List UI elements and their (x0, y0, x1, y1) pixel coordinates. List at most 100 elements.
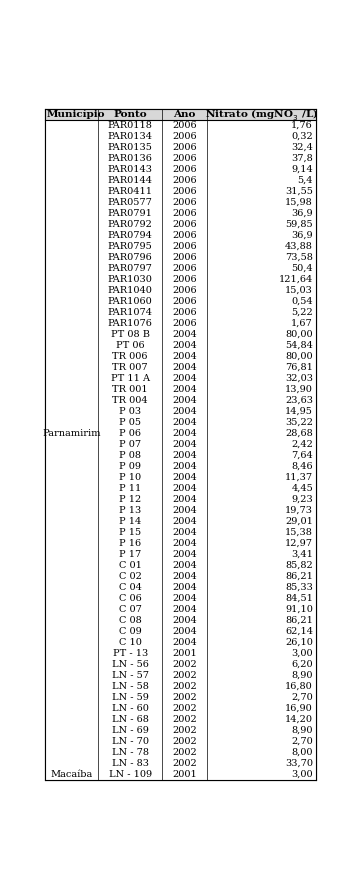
Text: 2006: 2006 (172, 143, 197, 152)
Bar (46, 439, 316, 450)
Text: 2001: 2001 (172, 770, 197, 779)
Text: 2004: 2004 (172, 473, 197, 482)
Text: 2006: 2006 (172, 121, 197, 130)
Bar (46, 604, 316, 615)
Text: 2006: 2006 (172, 187, 197, 196)
Text: 2006: 2006 (172, 242, 197, 251)
Text: 50,4: 50,4 (292, 264, 313, 273)
Text: 2002: 2002 (172, 682, 197, 691)
Bar (46, 263, 316, 274)
Text: LN - 57: LN - 57 (112, 671, 149, 680)
Text: PAR1040: PAR1040 (108, 286, 152, 295)
Text: 85,82: 85,82 (285, 561, 313, 570)
Bar (46, 681, 316, 692)
Text: 13,90: 13,90 (285, 385, 313, 394)
Text: 2006: 2006 (172, 253, 197, 262)
Text: Ano: Ano (173, 110, 196, 119)
Text: 2004: 2004 (172, 451, 197, 460)
Text: PT 11 A: PT 11 A (110, 374, 150, 383)
Text: 2004: 2004 (172, 495, 197, 504)
Bar (46, 406, 316, 417)
Bar (46, 626, 316, 637)
Text: LN - 60: LN - 60 (112, 704, 149, 713)
Text: 35,22: 35,22 (285, 418, 313, 427)
Text: 2004: 2004 (172, 506, 197, 515)
Text: Nitrato (mgNO$_3^-$/L): Nitrato (mgNO$_3^-$/L) (205, 107, 318, 122)
Bar (46, 142, 316, 153)
Text: 85,33: 85,33 (285, 583, 313, 592)
Text: 2006: 2006 (172, 297, 197, 306)
Text: 2004: 2004 (172, 539, 197, 548)
Text: 84,51: 84,51 (285, 594, 313, 603)
Bar (46, 472, 316, 483)
Text: 31,55: 31,55 (285, 187, 313, 196)
Bar (46, 153, 316, 164)
Bar (46, 758, 316, 769)
Text: 2006: 2006 (172, 132, 197, 141)
Text: 86,21: 86,21 (285, 616, 313, 625)
Text: LN - 59: LN - 59 (112, 693, 149, 702)
Bar (46, 582, 316, 593)
Bar (46, 505, 316, 516)
Text: C 07: C 07 (119, 605, 142, 614)
Text: 8,90: 8,90 (292, 726, 313, 735)
Text: 37,8: 37,8 (291, 154, 313, 163)
Text: 2004: 2004 (172, 396, 197, 405)
Text: P 17: P 17 (119, 550, 141, 559)
Text: 2004: 2004 (172, 517, 197, 526)
Text: 2004: 2004 (172, 572, 197, 581)
Text: 4,45: 4,45 (291, 484, 313, 493)
Text: P 14: P 14 (119, 517, 141, 526)
Bar (46, 230, 316, 241)
Text: PAR0794: PAR0794 (108, 231, 152, 240)
Text: 33,70: 33,70 (285, 759, 313, 768)
Text: LN - 83: LN - 83 (112, 759, 149, 768)
Text: 29,01: 29,01 (285, 517, 313, 526)
Text: 12,97: 12,97 (285, 539, 313, 548)
Text: C 09: C 09 (119, 627, 142, 636)
Text: PAR0795: PAR0795 (108, 242, 152, 251)
Text: 2,42: 2,42 (291, 440, 313, 449)
Text: PAR1076: PAR1076 (108, 319, 152, 328)
Text: 14,20: 14,20 (285, 715, 313, 724)
Text: 2006: 2006 (172, 231, 197, 240)
Bar (46, 648, 316, 659)
Text: 73,58: 73,58 (285, 253, 313, 262)
Text: 2004: 2004 (172, 385, 197, 394)
Text: 2001: 2001 (172, 649, 197, 658)
Bar (46, 186, 316, 197)
Bar (46, 670, 316, 681)
Bar (46, 527, 316, 538)
Text: P 06: P 06 (119, 429, 141, 438)
Bar (46, 615, 316, 626)
Bar (46, 120, 316, 131)
Bar (46, 384, 316, 395)
Bar (46, 197, 316, 208)
Text: 2002: 2002 (172, 737, 197, 746)
Text: LN - 70: LN - 70 (112, 737, 149, 746)
Bar (46, 373, 316, 384)
Text: 19,73: 19,73 (285, 506, 313, 515)
Text: 16,80: 16,80 (285, 682, 313, 691)
Bar (46, 736, 316, 747)
Text: 2004: 2004 (172, 374, 197, 383)
Text: 2004: 2004 (172, 407, 197, 416)
Bar (46, 285, 316, 296)
Text: 2004: 2004 (172, 341, 197, 350)
Text: 2006: 2006 (172, 275, 197, 284)
Text: 9,23: 9,23 (291, 495, 313, 504)
Text: 62,14: 62,14 (285, 627, 313, 636)
Bar (46, 252, 316, 263)
Text: 32,03: 32,03 (285, 374, 313, 383)
Text: 2004: 2004 (172, 627, 197, 636)
Bar (46, 725, 316, 736)
Text: LN - 68: LN - 68 (112, 715, 149, 724)
Bar (46, 219, 316, 230)
Text: PAR0792: PAR0792 (108, 220, 152, 229)
Text: P 13: P 13 (119, 506, 141, 515)
Text: PAR1030: PAR1030 (108, 275, 152, 284)
Text: 2004: 2004 (172, 484, 197, 493)
Text: P 09: P 09 (119, 462, 141, 471)
Text: 0,32: 0,32 (291, 132, 313, 141)
Text: 5,4: 5,4 (298, 176, 313, 185)
